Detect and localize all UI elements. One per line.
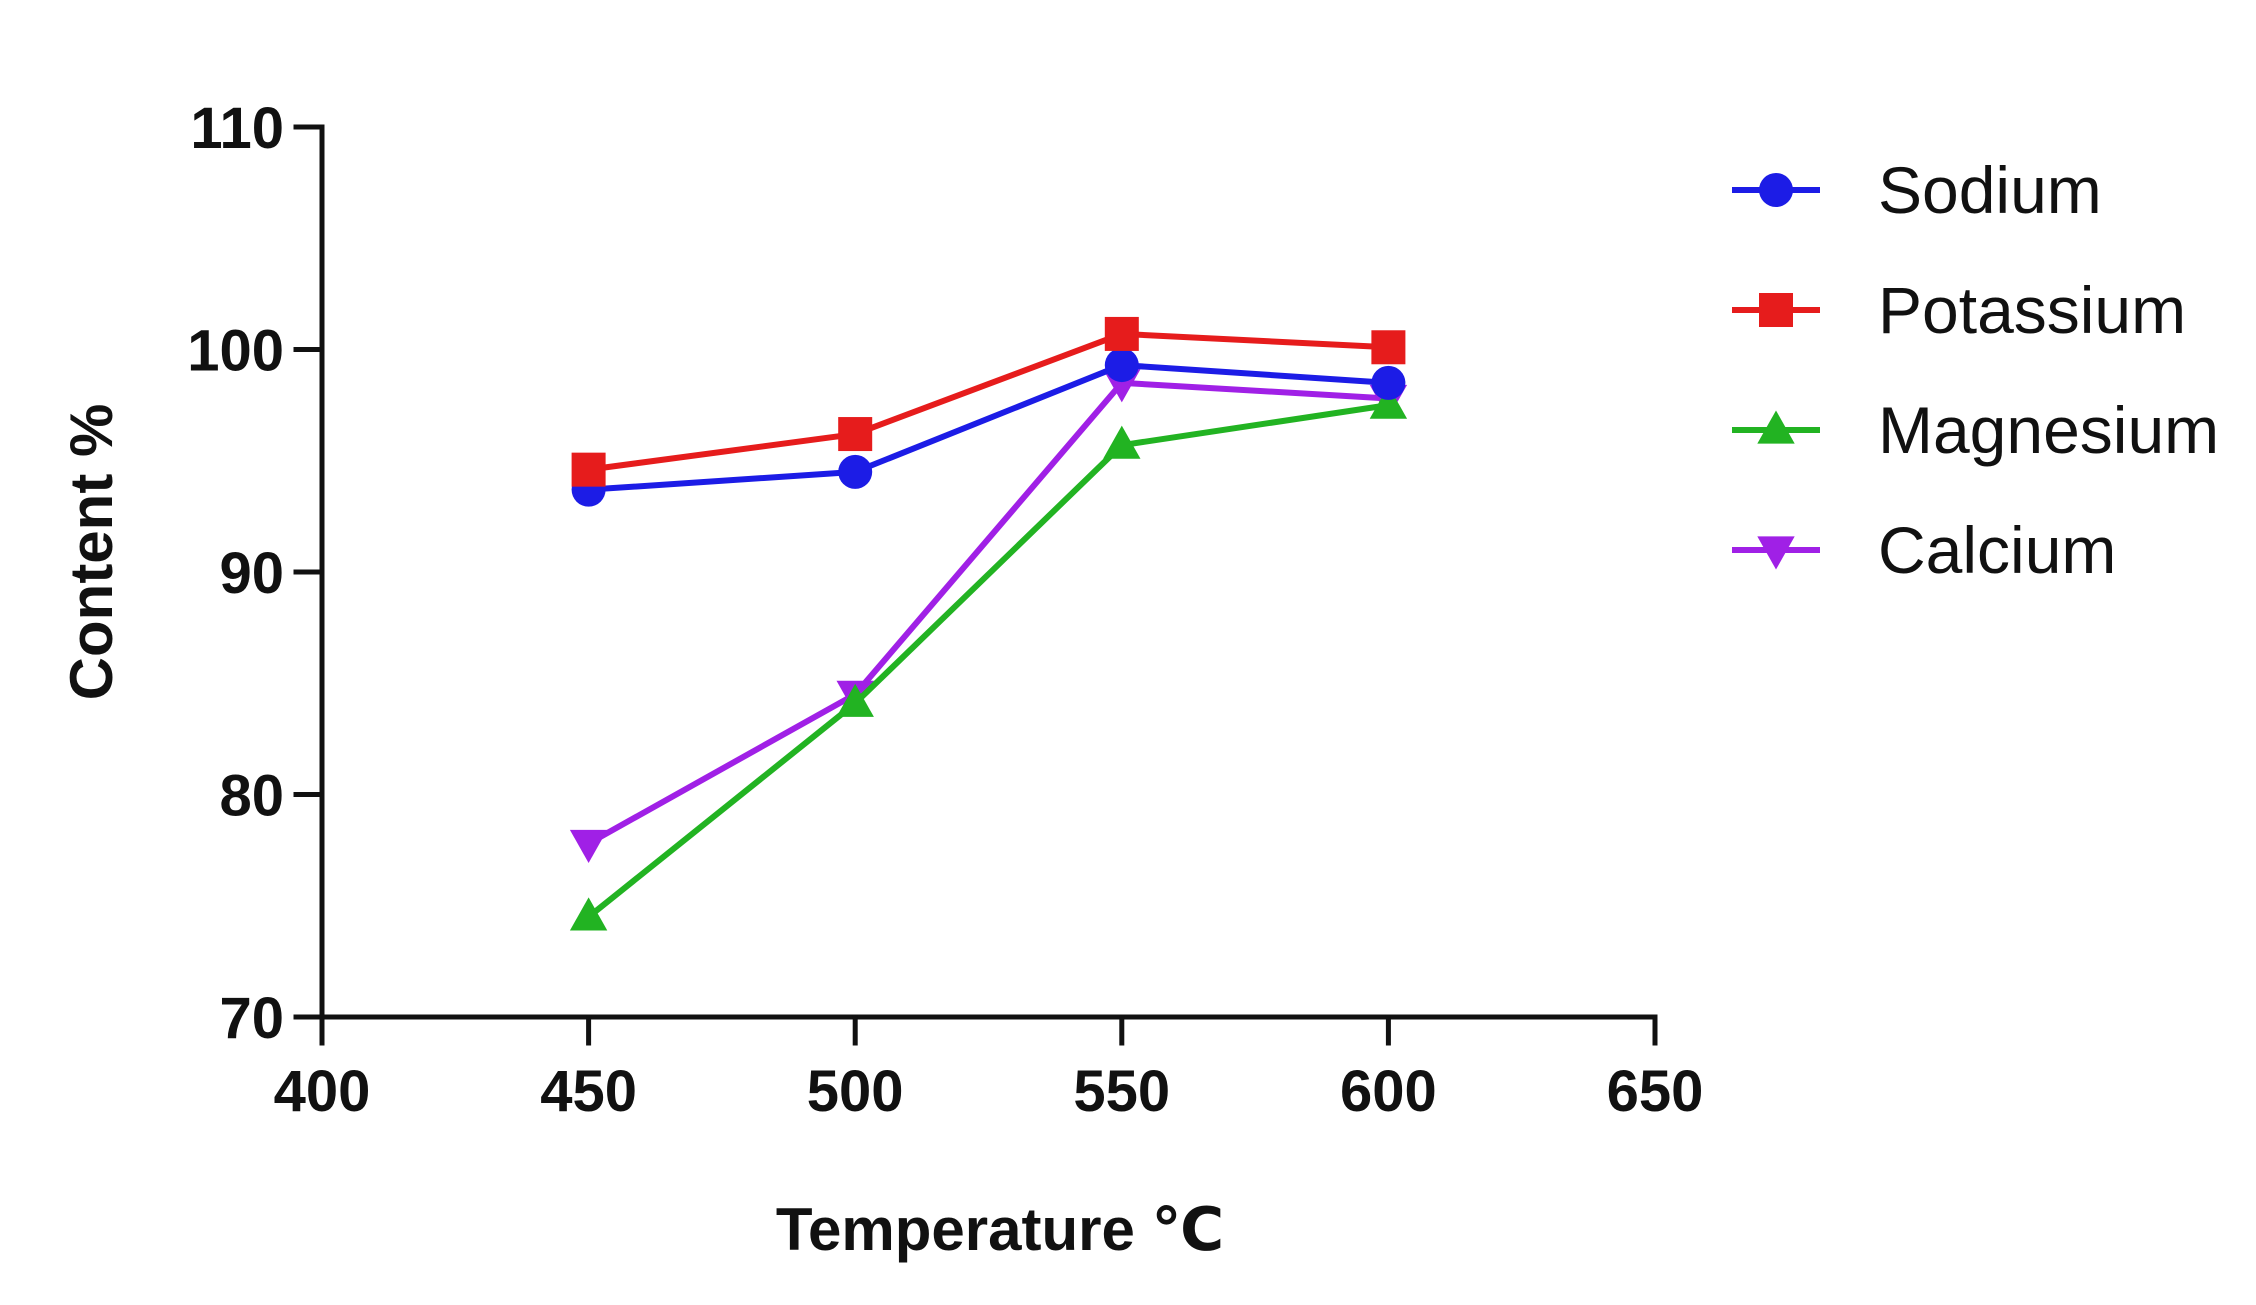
y-axis-title: Content %	[58, 404, 125, 701]
legend-label-magnesium: Magnesium	[1878, 393, 2219, 467]
legend-label-sodium: Sodium	[1878, 153, 2102, 227]
axes: 70 80 90 100 110 400 450 500 550 600 650	[187, 96, 1703, 1124]
y-tick-label: 100	[187, 319, 284, 384]
y-tick-label: 90	[219, 541, 284, 606]
series-line-potassium	[588, 330, 1389, 473]
x-tick-label: 600	[1340, 1059, 1437, 1124]
legend-item-potassium: Potassium	[1732, 273, 2186, 347]
legend-item-magnesium: Magnesium	[1732, 393, 2219, 467]
data-point-potassium	[838, 417, 873, 452]
plot-area	[569, 316, 1408, 931]
series-line-calcium	[587, 379, 1389, 847]
series-sodium	[571, 348, 1406, 507]
legend-item-sodium: Sodium	[1732, 153, 2102, 227]
x-axis-title: Temperature ℃	[776, 1196, 1224, 1263]
series-calcium	[569, 369, 1408, 863]
data-point-sodium	[838, 454, 873, 489]
y-tick-label: 110	[190, 96, 284, 161]
legend-marker-calcium	[1757, 536, 1795, 570]
data-point-potassium	[571, 452, 606, 487]
x-tick-label: 550	[1073, 1059, 1170, 1124]
x-tick-label: 450	[540, 1059, 637, 1124]
data-point-magnesium	[1103, 425, 1141, 459]
data-point-sodium	[1104, 348, 1139, 383]
data-point-potassium	[1371, 330, 1406, 365]
data-point-sodium	[1371, 365, 1406, 400]
data-point-potassium	[1104, 316, 1139, 351]
legend-label-potassium: Potassium	[1878, 273, 2186, 347]
data-point-magnesium	[569, 897, 608, 931]
x-tick-label: 400	[274, 1059, 371, 1124]
data-point-calcium	[569, 829, 608, 863]
y-tick-label: 80	[219, 764, 284, 829]
legend-item-calcium: Calcium	[1732, 513, 2116, 587]
legend: Sodium Potassium Magnesium Calcium	[1732, 153, 2219, 587]
data-point-magnesium	[836, 683, 874, 717]
series-magnesium	[569, 385, 1408, 931]
series-line-magnesium	[586, 402, 1389, 920]
x-tick-label: 650	[1607, 1059, 1704, 1124]
legend-marker-magnesium	[1757, 410, 1795, 444]
legend-label-calcium: Calcium	[1878, 513, 2116, 587]
series-potassium	[571, 316, 1406, 487]
y-tick-label: 70	[219, 986, 284, 1051]
legend-marker-potassium	[1759, 293, 1793, 327]
series-line-sodium	[588, 362, 1389, 493]
legend-marker-sodium	[1759, 173, 1793, 207]
x-tick-label: 500	[807, 1059, 904, 1124]
data-point-magnesium	[1369, 385, 1408, 419]
